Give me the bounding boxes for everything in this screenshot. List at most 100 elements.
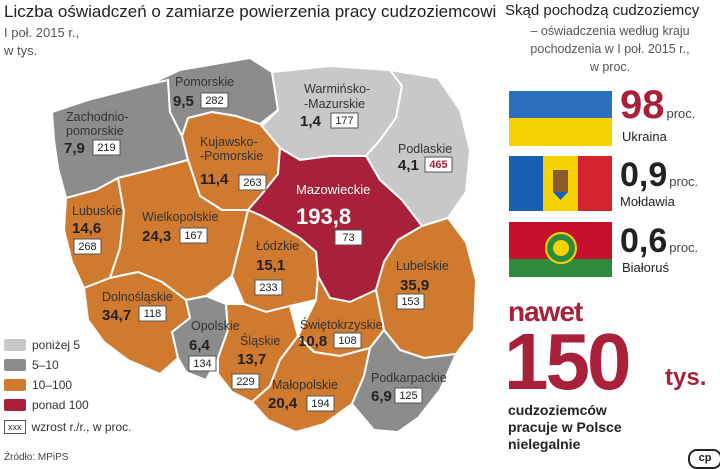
region-value-opolskie: 6,4 (189, 337, 211, 354)
growth-podlaskie: 465 (429, 159, 447, 171)
region-label-malopolskie: Małopolskie (272, 378, 338, 392)
growth-warminsko-mazurskie: 177 (335, 115, 353, 127)
moldova-name: Mołdawia (620, 194, 675, 209)
growth-mazowieckie: 73 (342, 232, 354, 244)
region-value-wielkopolskie: 24,3 (142, 228, 171, 245)
flag-moldova-graphic (509, 156, 612, 211)
growth-malopolskie: 194 (311, 398, 329, 410)
growth-box-zachodniopomorskie (92, 139, 121, 156)
region-value-mazowieckie: 193,8 (296, 204, 351, 229)
map-subtitle: I poł. 2015 r., w tys. (4, 24, 144, 60)
region-label-wielkopolskie: Wielkopolskie (142, 210, 218, 224)
legend-swatch (4, 379, 26, 391)
origin-subtitle-line: w proc. (589, 60, 631, 74)
region-label-warminsko-mazurskie-2: -Mazurskie (304, 97, 365, 111)
moldova-value: 0,9 (620, 156, 668, 194)
growth-pomorskie: 282 (205, 95, 223, 107)
growth-box-opolskie (188, 355, 217, 372)
flag-ukraine-icon (509, 91, 612, 146)
growth-box-podkarpackie (394, 387, 423, 404)
growth-box-malopolskie (306, 395, 335, 412)
moldova-share: 0,9 proc. (620, 158, 698, 192)
legend-label: ponad 100 (32, 398, 89, 412)
moldova-unit: proc. (669, 174, 699, 189)
highlight-line: nielegalnie (508, 436, 581, 452)
map-subtitle-line: w tys. (4, 43, 38, 58)
legend-item-5to10: 5–10 (4, 357, 59, 373)
legend-box-sample: xxx (4, 420, 26, 434)
growth-box-podlaskie (424, 156, 453, 173)
ukraine-name: Ukraina (622, 129, 667, 144)
region-value-warminsko-mazurskie: 1,4 (300, 113, 322, 130)
region-label-pomorskie: Pomorskie (175, 75, 234, 89)
growth-lubuskie: 268 (78, 241, 96, 253)
region-label-lubelskie: Lubelskie (396, 259, 449, 273)
region-value-swietokrzyskie: 10,8 (298, 333, 327, 350)
region-value-malopolskie: 20,4 (268, 395, 298, 412)
growth-lubelskie: 153 (401, 296, 419, 308)
region-label-opolskie: Opolskie (191, 319, 240, 333)
growth-box-kujawsko-pomorskie (238, 174, 267, 191)
flag-moldova-icon (509, 156, 612, 211)
growth-box-lubelskie (396, 293, 425, 310)
growth-box-slaskie (231, 373, 260, 390)
growth-box-lodzkie (254, 279, 283, 296)
poland-map: Pomorskie 9,5 282 Warmińsko- -Mazurskie … (50, 56, 478, 434)
legend-item-10to100: 10–100 (4, 377, 72, 393)
origin-subtitle-line: – oświadczenia według kraju (530, 24, 690, 38)
growth-kujawsko-pomorskie: 263 (243, 177, 261, 189)
region-value-kujawsko-pomorskie: 11,4 (200, 171, 229, 188)
legend-label: 10–100 (32, 378, 73, 392)
region-label-lodzkie: Łódzkie (256, 239, 299, 253)
growth-dolnoslaskie: 118 (144, 308, 162, 320)
origin-title: Skąd pochodzą cudzoziemcy (505, 2, 700, 19)
growth-zachodniopomorskie: 219 (97, 142, 115, 154)
growth-wielkopolskie: 167 (184, 230, 202, 242)
region-label-warminsko-mazurskie: Warmińsko- (304, 82, 370, 96)
highlight-prefix: nawet (508, 296, 583, 327)
belarus-name: Białoruś (622, 260, 669, 275)
region-label-lubuskie: Lubuskie (72, 204, 122, 218)
growth-box-lubuskie (73, 238, 102, 255)
copyright-badge-icon: cp (688, 449, 720, 469)
highlight-line: pracuje w Polsce (508, 419, 622, 435)
region-label-zachodniopomorskie-2: pomorskie (66, 124, 124, 138)
source-note: Źródło: MPiPS (4, 452, 69, 463)
ukraine-value: 98 (620, 83, 665, 127)
region-value-lubelskie: 35,9 (400, 277, 429, 294)
region-value-lubuskie: 14,6 (72, 220, 101, 237)
belarus-share: 0,6 proc. (620, 224, 698, 258)
region-podkarpackie (350, 328, 458, 434)
growth-box-pomorskie (200, 92, 229, 109)
highlight-unit: tys. (665, 364, 707, 391)
growth-box-swietokrzyskie (333, 332, 362, 349)
region-value-dolnoslaskie: 34,7 (102, 307, 131, 324)
region-label-kujawsko-pomorskie-2: -Pomorskie (200, 149, 263, 163)
region-value-pomorskie: 9,5 (173, 93, 194, 110)
region-label-podkarpackie: Podkarpackie (371, 371, 447, 385)
legend-swatch (4, 399, 26, 411)
growth-swietokrzyskie: 108 (338, 335, 356, 347)
origin-subtitle: – oświadczenia według kraju pochodzenia … (505, 22, 715, 76)
legend-swatch (4, 339, 26, 351)
region-value-zachodniopomorskie: 7,9 (64, 140, 85, 157)
flag-belarus-icon (509, 222, 612, 277)
region-label-podlaskie: Podlaskie (398, 142, 452, 156)
growth-box-warminsko-mazurskie (330, 112, 359, 129)
region-label-kujawsko-pomorskie: Kujawsko- (200, 135, 258, 149)
legend-item-below5: poniżej 5 (4, 337, 80, 353)
highlight-number: 150 (504, 317, 631, 406)
growth-lodzkie: 233 (259, 282, 277, 294)
highlight-caption: cudzoziemców pracuje w Polsce nielegalni… (508, 402, 658, 453)
region-label-swietokrzyskie: Świętokrzyskie (300, 317, 383, 332)
region-value-slaskie: 13,7 (237, 351, 266, 368)
legend-label: wzrost r./r., w proc. (31, 420, 132, 434)
growth-box-wielkopolskie (179, 227, 208, 244)
map-title: Liczba oświadczeń o zamiarze powierzenia… (4, 2, 497, 21)
flag-belarus-graphic (509, 222, 612, 277)
legend-label: poniżej 5 (32, 338, 81, 352)
belarus-unit: proc. (669, 240, 699, 255)
growth-box-mazowieckie (334, 229, 363, 246)
region-label-zachodniopomorskie: Zachodnio- (66, 110, 129, 124)
region-value-podkarpackie: 6,9 (371, 388, 392, 405)
